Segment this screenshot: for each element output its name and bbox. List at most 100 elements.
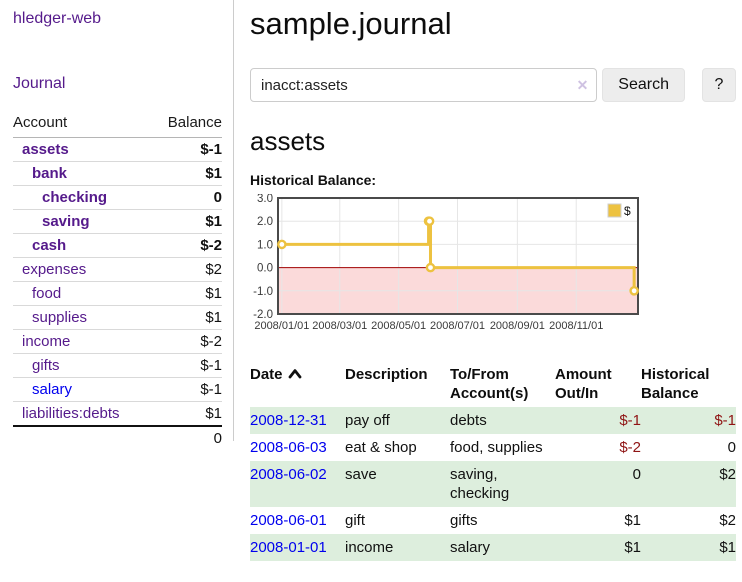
svg-text:2008/09/01: 2008/09/01 xyxy=(490,320,545,332)
account-name-cell: assets xyxy=(13,137,152,162)
account-name-cell: salary xyxy=(13,377,152,402)
accounts-total-balance: 0 xyxy=(151,425,222,450)
amount-cell: $-2 xyxy=(619,439,641,456)
date-link[interactable]: 2008-06-01 xyxy=(250,512,327,529)
balance-cell: $2 xyxy=(719,512,736,529)
sidebar-item-journal[interactable]: Journal xyxy=(13,75,66,92)
column-header-date[interactable]: Date xyxy=(250,363,345,407)
clear-search-icon[interactable]: ✕ xyxy=(576,77,589,93)
account-name-cell: food xyxy=(13,281,152,306)
account-link[interactable]: cash xyxy=(32,237,67,254)
svg-text:1.0: 1.0 xyxy=(257,239,273,251)
svg-text:2008/07/01: 2008/07/01 xyxy=(430,320,485,332)
account-row: food $1 xyxy=(13,281,222,306)
description-cell: gift xyxy=(345,512,366,529)
account-name-cell: income xyxy=(13,329,152,354)
account-link[interactable]: checking xyxy=(42,189,108,206)
description-cell: eat & shop xyxy=(345,439,417,456)
account-row: saving $1 xyxy=(13,209,222,234)
account-balance: $2 xyxy=(151,257,222,282)
svg-text:3.0: 3.0 xyxy=(257,194,273,205)
description-cell: save xyxy=(345,461,450,507)
accounts-column-header: Account xyxy=(13,114,152,138)
transaction-row: 2008-12-31 pay off debts $-1 $-1 xyxy=(250,407,736,434)
account-name-cell: expenses xyxy=(13,257,152,282)
account-link[interactable]: supplies xyxy=(32,309,88,326)
date-cell: 2008-06-03 xyxy=(250,434,345,461)
accounts-cell: salary xyxy=(450,534,555,561)
account-balance: 0 xyxy=(151,185,222,210)
sidebar-divider xyxy=(233,0,234,441)
account-row: supplies $1 xyxy=(13,305,222,330)
svg-text:-1.0: -1.0 xyxy=(253,286,273,298)
accounts-cell: saving, checking xyxy=(450,461,555,507)
account-balance: $1 xyxy=(151,401,222,427)
account-heading: assets xyxy=(250,126,326,156)
account-row: expenses $2 xyxy=(13,257,222,282)
date-link[interactable]: 2008-12-31 xyxy=(250,412,327,429)
accounts-cell: gifts xyxy=(450,512,478,529)
svg-text:0.0: 0.0 xyxy=(257,263,273,275)
date-link[interactable]: 2008-06-02 xyxy=(250,466,327,483)
chart-title: Historical Balance: xyxy=(250,172,377,188)
balance-cell: $-1 xyxy=(641,407,736,434)
transaction-row: 2008-06-02 save saving, checking 0 $2 xyxy=(250,461,736,507)
column-header-description[interactable]: Description xyxy=(345,366,428,383)
account-link[interactable]: expenses xyxy=(22,261,87,278)
account-link[interactable]: gifts xyxy=(32,357,60,374)
account-balance: $1 xyxy=(151,209,222,234)
account-row: assets $-1 xyxy=(13,137,222,162)
account-balance: $-1 xyxy=(151,353,222,378)
balance-cell: $2 xyxy=(641,461,736,507)
svg-text:-2.0: -2.0 xyxy=(253,309,273,321)
register-table: Date Description To/From Account(s) Amou… xyxy=(250,363,736,561)
account-name-cell: saving xyxy=(13,209,152,234)
amount-cell: $1 xyxy=(555,534,641,561)
account-link[interactable]: bank xyxy=(32,165,68,182)
account-balance: $1 xyxy=(151,161,222,186)
sidebar: hledger-web Journal Account Balance asse… xyxy=(0,0,233,450)
account-link[interactable]: saving xyxy=(42,213,90,230)
account-link[interactable]: liabilities:debts xyxy=(22,405,120,422)
account-balance: $-1 xyxy=(151,137,222,162)
search-bar: ✕ Search ? xyxy=(250,68,736,102)
balance-cell: 0 xyxy=(727,439,736,456)
search-button[interactable]: Search xyxy=(602,68,685,102)
app-brand-link[interactable]: hledger-web xyxy=(13,10,102,27)
account-link[interactable]: food xyxy=(32,285,62,302)
account-name-cell: gifts xyxy=(13,353,152,378)
account-name-cell: cash xyxy=(13,233,152,258)
date-cell: 2008-06-02 xyxy=(250,461,345,507)
accounts-cell: debts xyxy=(450,407,555,434)
svg-text:2008/03/01: 2008/03/01 xyxy=(312,320,367,332)
account-link[interactable]: assets xyxy=(22,141,69,158)
description-cell: pay off xyxy=(345,407,450,434)
account-balance: $-1 xyxy=(151,377,222,402)
account-link[interactable]: salary xyxy=(32,381,73,398)
account-link[interactable]: income xyxy=(22,333,71,350)
column-header-accounts[interactable]: To/From Account(s) xyxy=(450,366,529,402)
column-header-amount[interactable]: Amount Out/In xyxy=(555,366,612,402)
help-button[interactable]: ? xyxy=(702,68,736,102)
account-row: gifts $-1 xyxy=(13,353,222,378)
amount-cell: $1 xyxy=(624,512,641,529)
main-content: sample.journal ✕ Search ? assets Histori… xyxy=(250,0,736,561)
date-link[interactable]: 2008-06-03 xyxy=(250,439,327,456)
account-row: liabilities:debts $1 xyxy=(13,401,222,427)
transaction-row: 2008-06-03 eat & shop food, supplies $-2 0 xyxy=(250,434,736,461)
account-balance: $1 xyxy=(151,281,222,306)
date-cell: 2008-12-31 xyxy=(250,407,345,434)
account-row: checking 0 xyxy=(13,185,222,210)
date-link[interactable]: 2008-01-01 xyxy=(250,539,327,556)
account-name-cell: bank xyxy=(13,161,152,186)
balance-cell: $1 xyxy=(641,534,736,561)
date-cell: 2008-01-01 xyxy=(250,534,345,561)
balance-column-header: Balance xyxy=(151,114,222,138)
column-header-historical-balance[interactable]: Historical Balance xyxy=(641,366,710,402)
account-name-cell: liabilities:debts xyxy=(13,401,152,427)
svg-text:2008/11/01: 2008/11/01 xyxy=(549,320,603,332)
transaction-row: 2008-01-01 income salary $1 $1 xyxy=(250,534,736,561)
transaction-row: 2008-06-01 gift gifts $1 $2 xyxy=(250,507,736,534)
account-balance: $-2 xyxy=(151,233,222,258)
search-input[interactable] xyxy=(250,68,598,102)
